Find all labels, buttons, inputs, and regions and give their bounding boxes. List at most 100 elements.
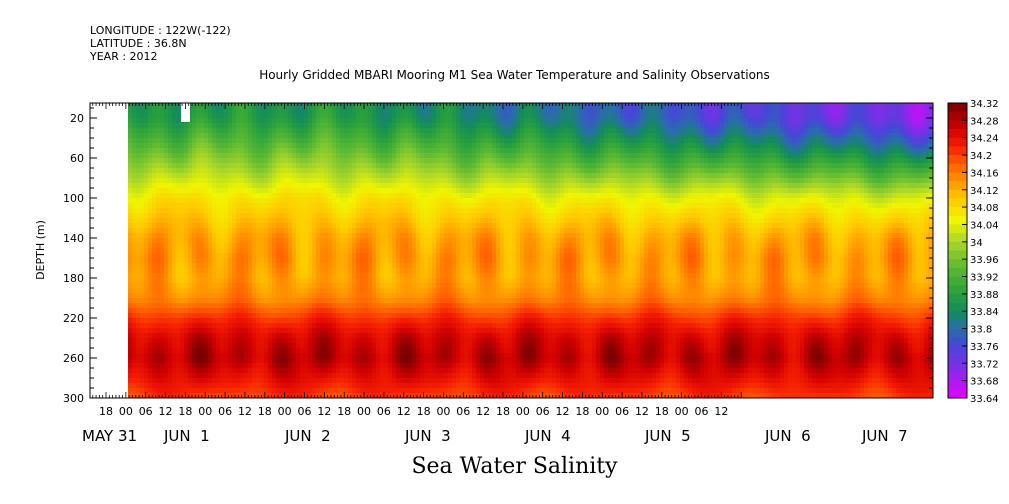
- colorbar-swatch: [948, 103, 967, 112]
- x-hour-tick-label: 00: [198, 405, 212, 418]
- colorbar-label: 34.24: [970, 134, 999, 145]
- colorbar-frame: [947, 102, 968, 399]
- x-hour-tick-label: 06: [536, 405, 550, 418]
- x-day-label: JUN 7: [861, 427, 908, 445]
- x-hour-tick-label: 18: [417, 405, 431, 418]
- x-hour-tick-label: 18: [337, 405, 351, 418]
- y-tick-label: 300: [63, 392, 84, 405]
- y-axis-label: DEPTH (m): [34, 220, 47, 280]
- x-hour-tick-label: 00: [119, 405, 133, 418]
- x-hour-tick-label: 12: [635, 405, 649, 418]
- colorbar-swatch: [948, 233, 967, 243]
- x-day-label: JUN 3: [404, 427, 451, 445]
- x-day-label: JUN 5: [644, 427, 691, 445]
- colorbar-swatch: [948, 224, 967, 234]
- year-label: YEAR : 2012: [90, 50, 158, 63]
- x-hour-tick-label: 18: [258, 405, 272, 418]
- x-hour-tick-label: 18: [178, 405, 192, 418]
- x-day-label: JUN 6: [764, 427, 811, 445]
- colorbar-swatch: [948, 285, 967, 295]
- x-day-label: JUN 1: [163, 427, 210, 445]
- colorbar-swatch: [948, 111, 967, 121]
- colorbar-swatch: [948, 181, 967, 191]
- x-hour-tick-label: 00: [357, 405, 371, 418]
- x-axis-title: Sea Water Salinity: [411, 454, 618, 479]
- x-hour-tick-label: 12: [714, 405, 728, 418]
- colorbar-swatch: [948, 198, 967, 208]
- colorbar-swatch: [948, 345, 967, 355]
- colorbar-label: 33.68: [970, 377, 999, 388]
- colorbar-label: 33.76: [970, 342, 999, 353]
- colorbar-swatch: [948, 155, 967, 165]
- x-hour-tick-label: 06: [298, 405, 312, 418]
- colorbar-label: 34.16: [970, 168, 999, 179]
- colorbar-swatch: [948, 311, 967, 321]
- colorbar-swatch: [948, 380, 967, 390]
- colorbar-label: 33.84: [970, 307, 999, 318]
- colorbar-swatch: [948, 302, 967, 312]
- colorbar-swatch: [948, 129, 967, 139]
- x-hour-tick-label: 18: [575, 405, 589, 418]
- y-tick-label: 180: [63, 272, 84, 285]
- y-tick-label: 60: [70, 152, 84, 165]
- colorbar-swatch: [948, 363, 967, 373]
- colorbar-label: 33.96: [970, 255, 999, 266]
- colorbar-label: 34.28: [970, 116, 999, 127]
- x-hour-tick-label: 06: [695, 405, 709, 418]
- colorbar-label: 34.12: [970, 186, 999, 197]
- colorbar-swatch: [948, 120, 967, 130]
- colorbar-swatch: [948, 371, 967, 381]
- colorbar-swatch: [948, 215, 967, 225]
- x-hour-tick-label: 06: [456, 405, 470, 418]
- x-hour-tick-label: 06: [377, 405, 391, 418]
- longitude-label: LONGITUDE : 122W(-122): [90, 24, 231, 37]
- x-hour-tick-label: 00: [436, 405, 450, 418]
- colorbar-label: 33.8: [970, 325, 992, 336]
- colorbar-label: 33.88: [970, 290, 999, 301]
- colorbar-swatch: [948, 137, 967, 147]
- colorbar-swatch: [948, 328, 967, 338]
- plot-frame: [89, 102, 934, 399]
- colorbar-label: 33.92: [970, 273, 999, 284]
- colorbar-swatch: [948, 354, 967, 364]
- location-metadata: LONGITUDE : 122W(-122) LATITUDE : 36.8N …: [90, 24, 231, 63]
- x-hour-tick-label: 06: [139, 405, 153, 418]
- colorbar-swatch: [948, 293, 967, 303]
- colorbar-label: 33.64: [970, 394, 999, 405]
- x-hour-tick-label: 12: [397, 405, 411, 418]
- colorbar-swatch: [948, 267, 967, 277]
- x-day-label: JUN 4: [524, 427, 571, 445]
- x-hour-tick-label: 00: [675, 405, 689, 418]
- x-hour-tick-label: 12: [476, 405, 490, 418]
- x-day-label: MAY 31: [82, 427, 137, 445]
- y-tick-label: 220: [63, 312, 84, 325]
- x-hour-tick-label: 00: [516, 405, 530, 418]
- colorbar-swatch: [948, 250, 967, 260]
- colorbar-label: 34.2: [970, 151, 992, 162]
- colorbar-swatch: [948, 207, 967, 217]
- y-tick-label: 100: [63, 192, 84, 205]
- x-hour-tick-label: 12: [317, 405, 331, 418]
- colorbar-swatch: [948, 163, 967, 173]
- colorbar-label: 34.32: [970, 99, 999, 110]
- colorbar-swatch: [948, 319, 967, 329]
- colorbar-swatch: [948, 172, 967, 182]
- x-hour-tick-label: 06: [218, 405, 232, 418]
- colorbar-swatch: [948, 259, 967, 269]
- x-hour-tick-label: 18: [655, 405, 669, 418]
- x-hour-tick-label: 00: [278, 405, 292, 418]
- colorbar-label: 34.04: [970, 220, 999, 231]
- y-tick-label: 20: [70, 112, 84, 125]
- x-hour-tick-label: 18: [99, 405, 113, 418]
- colorbar-swatch: [948, 241, 967, 251]
- x-hour-tick-label: 12: [159, 405, 173, 418]
- chart-title: Hourly Gridded MBARI Mooring M1 Sea Wate…: [259, 68, 770, 82]
- y-tick-label: 260: [63, 352, 84, 365]
- colorbar-swatch: [948, 276, 967, 286]
- latitude-label: LATITUDE : 36.8N: [90, 37, 187, 50]
- colorbar-swatch: [948, 189, 967, 199]
- colorbar-swatch: [948, 389, 967, 399]
- x-hour-tick-label: 00: [595, 405, 609, 418]
- x-hour-tick-label: 12: [556, 405, 570, 418]
- x-day-label: JUN 2: [284, 427, 331, 445]
